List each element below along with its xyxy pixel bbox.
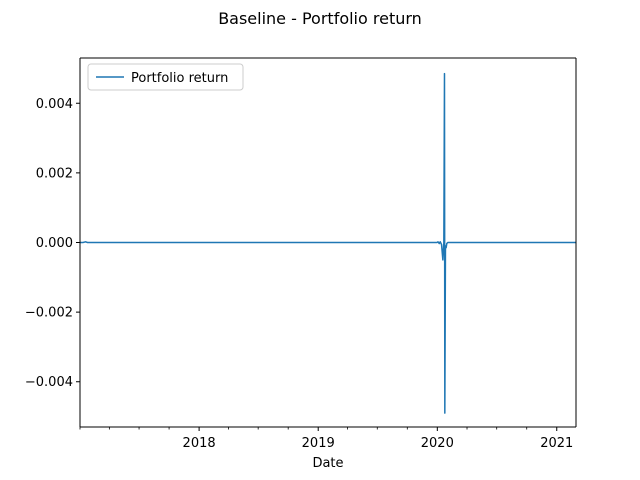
legend: Portfolio return: [87, 63, 244, 91]
y-tick-label-3: −0.002: [25, 306, 73, 321]
series-layer: [80, 72, 576, 414]
legend-box: [87, 63, 244, 91]
y-tick-label-1: 0.002: [36, 166, 73, 181]
legend-entry: Portfolio return: [131, 71, 228, 86]
x-tick-label-1: 2019: [302, 436, 335, 451]
x-tick-label-2: 2020: [421, 436, 454, 451]
y-tick-label-2: 0.000: [36, 236, 73, 251]
y-tick-label-4: −0.004: [25, 375, 73, 390]
chart-title: Baseline - Portfolio return: [218, 9, 422, 28]
x-tick-label-3: 2021: [540, 436, 573, 451]
ticks-layer: 0.004 0.002 0.000 −0.002 −0.004 2018 2019 2020 2…: [25, 97, 573, 451]
series-line-0: [80, 72, 576, 414]
x-tick-label-0: 2018: [183, 436, 216, 451]
x-axis-label: Date: [312, 456, 343, 471]
y-tick-label-0: 0.004: [36, 97, 73, 112]
